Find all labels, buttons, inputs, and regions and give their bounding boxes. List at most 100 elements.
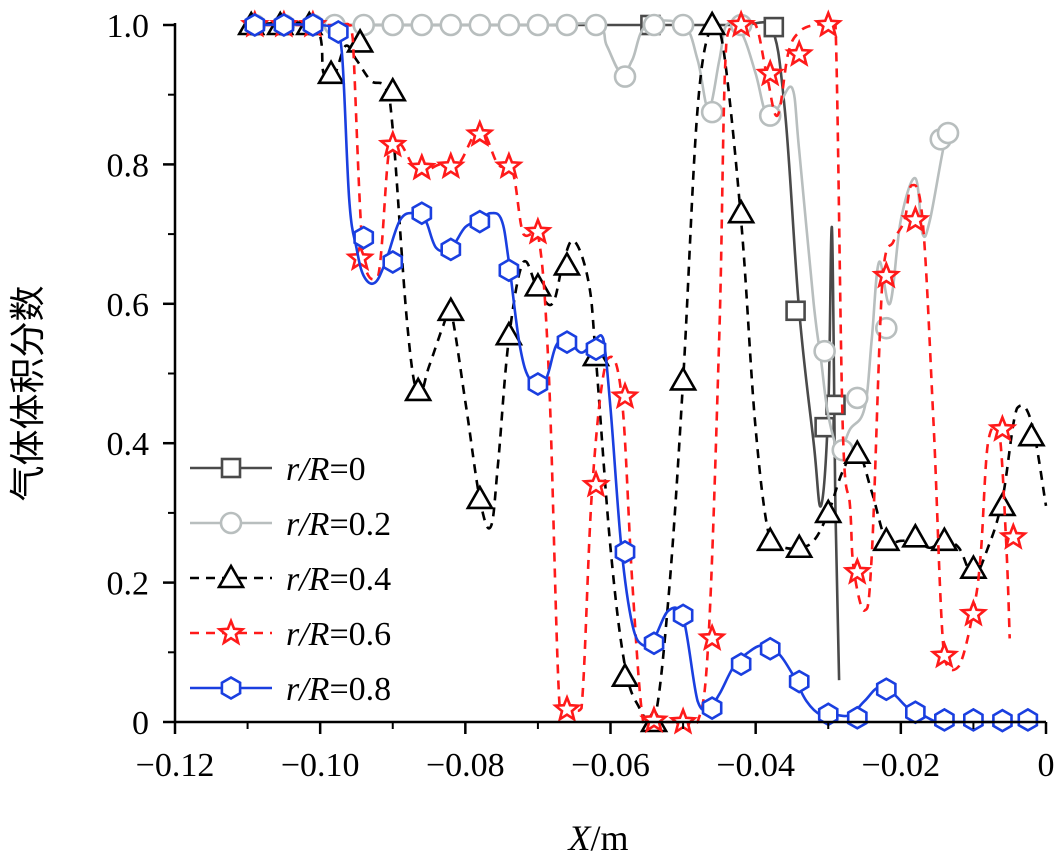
data-point — [407, 152, 437, 181]
data-point — [468, 13, 492, 37]
data-point — [555, 13, 579, 37]
x-axis-title-unit: /m — [590, 818, 628, 858]
legend-label-value: =0.8 — [329, 671, 391, 708]
data-point — [730, 652, 752, 677]
data-point — [988, 491, 1017, 517]
data-point — [875, 677, 897, 702]
x-tick-label: −0.06 — [571, 747, 650, 784]
data-point — [871, 260, 902, 289]
data-point — [843, 439, 872, 464]
legend-label-variable: r/R — [286, 506, 330, 543]
x-tick-label: 0 — [1038, 747, 1055, 784]
legend-marker — [216, 563, 246, 589]
data-point — [613, 65, 637, 88]
x-tick-label: −0.10 — [281, 747, 360, 784]
data-point — [469, 209, 491, 234]
data-point — [381, 13, 405, 37]
data-point — [763, 16, 785, 38]
y-tick-label: 0.8 — [107, 147, 150, 184]
data-point — [610, 380, 640, 410]
series-4 — [244, 12, 1039, 733]
series-line — [247, 20, 1048, 726]
y-tick-label: 0.2 — [107, 566, 150, 603]
legend-label-value: =0.2 — [329, 506, 391, 543]
y-tick-label: 1.0 — [107, 8, 150, 45]
x-axis-title: X/m — [566, 818, 628, 858]
data-point — [998, 521, 1029, 550]
y-tick-label: 0 — [132, 705, 149, 742]
data-point — [498, 258, 520, 283]
legend-label: r/R=0.8 — [286, 671, 391, 708]
data-point — [584, 13, 608, 37]
data-point — [410, 13, 434, 37]
data-point — [556, 330, 578, 355]
data-point — [755, 526, 785, 552]
data-point — [755, 58, 786, 87]
data-point — [726, 198, 756, 224]
legend-item: r/R=0.6 — [190, 616, 391, 653]
data-point — [643, 631, 665, 656]
data-point — [814, 498, 843, 524]
data-point — [614, 539, 636, 564]
data-point — [411, 201, 433, 226]
data-point — [353, 225, 375, 250]
data-point — [842, 556, 873, 585]
data-point — [962, 707, 984, 732]
series-3 — [239, 9, 1029, 735]
x-tick-label: −0.08 — [426, 747, 505, 784]
data-point — [813, 9, 844, 38]
legend-label: r/R=0.4 — [286, 561, 391, 598]
legend-label-value: =0.4 — [329, 561, 391, 598]
data-point — [526, 13, 550, 37]
data-point — [327, 20, 349, 45]
data-point — [302, 12, 324, 37]
y-tick-label: 0.4 — [107, 426, 150, 463]
legend-label-value: =0.6 — [329, 616, 391, 653]
data-point — [929, 640, 960, 669]
data-point — [987, 413, 1018, 442]
legend-marker — [220, 675, 242, 700]
data-point — [494, 150, 524, 180]
y-ticks: 0 0.2 0.4 0.6 0.8 1.0 — [107, 8, 175, 742]
data-point — [610, 662, 640, 687]
legend-label-variable: r/R — [286, 671, 330, 708]
data-point — [316, 59, 346, 85]
legend-label-value: =0 — [329, 451, 365, 488]
legend-label: r/R=0.6 — [286, 616, 391, 653]
data-point — [1017, 707, 1039, 732]
x-tick-label: −0.02 — [861, 747, 940, 784]
data-point — [497, 13, 521, 37]
data-point — [845, 386, 869, 410]
legend: r/R=0r/R=0.2r/R=0.4r/R=0.6r/R=0.8 — [190, 451, 391, 708]
data-point — [465, 484, 495, 510]
legend-label: r/R=0.2 — [286, 506, 391, 543]
data-point — [585, 337, 607, 362]
data-point — [784, 38, 814, 67]
data-point — [759, 636, 781, 661]
data-point — [523, 216, 553, 245]
data-point — [784, 533, 814, 559]
x-axis-title-variable: X — [566, 818, 592, 858]
plot-area — [236, 9, 1048, 735]
legend-label: r/R=0 — [286, 451, 366, 488]
legend-item: r/R=0 — [190, 451, 366, 488]
data-point — [639, 705, 669, 734]
data-point — [697, 10, 727, 36]
x-ticks: −0.12 −0.10 −0.08 −0.06 −0.04 −0.02 0 — [136, 722, 1055, 784]
legend-label-variable: r/R — [286, 561, 330, 598]
data-point — [527, 372, 549, 397]
data-point — [552, 250, 582, 276]
data-point — [668, 365, 698, 391]
data-point — [700, 100, 724, 124]
data-point — [904, 700, 926, 725]
y-tick-label: 0.6 — [107, 287, 150, 324]
data-point — [464, 118, 495, 147]
legend-item: r/R=0.4 — [190, 561, 391, 598]
data-point — [933, 707, 955, 732]
x-tick-label: −0.12 — [136, 747, 215, 784]
data-point — [439, 13, 463, 37]
data-point — [901, 522, 930, 548]
data-point — [900, 204, 931, 233]
data-point — [440, 237, 462, 262]
data-point — [788, 669, 810, 694]
